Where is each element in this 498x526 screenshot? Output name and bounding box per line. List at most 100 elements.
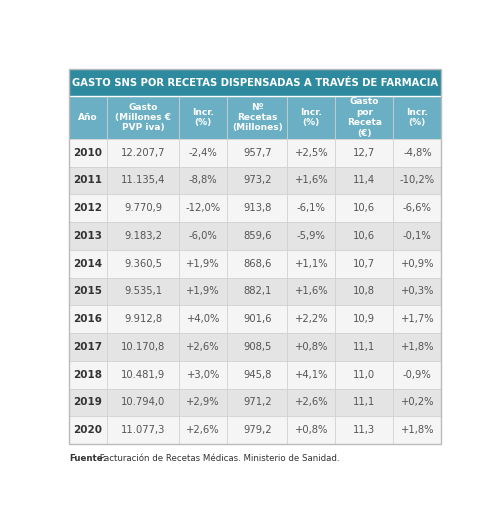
Text: 11,3: 11,3 bbox=[353, 425, 375, 435]
Bar bbox=[69, 416, 441, 444]
Text: -10,2%: -10,2% bbox=[400, 176, 435, 186]
Text: 2011: 2011 bbox=[73, 176, 103, 186]
Text: +1,7%: +1,7% bbox=[400, 314, 434, 324]
Text: Año: Año bbox=[78, 113, 98, 122]
Text: Gasto
(Millones €
PVP iva): Gasto (Millones € PVP iva) bbox=[115, 103, 171, 133]
Text: +1,9%: +1,9% bbox=[186, 287, 220, 297]
Text: Facturación de Recetas Médicas. Ministerio de Sanidad.: Facturación de Recetas Médicas. Minister… bbox=[98, 454, 340, 463]
Bar bbox=[179, 96, 227, 139]
Bar bbox=[69, 96, 107, 139]
Text: 859,6: 859,6 bbox=[243, 231, 271, 241]
Text: +1,8%: +1,8% bbox=[400, 425, 434, 435]
Text: +4,0%: +4,0% bbox=[187, 314, 220, 324]
Text: +1,6%: +1,6% bbox=[294, 176, 328, 186]
Text: 973,2: 973,2 bbox=[243, 176, 271, 186]
Text: +2,2%: +2,2% bbox=[294, 314, 328, 324]
Text: 979,2: 979,2 bbox=[243, 425, 271, 435]
Text: +4,1%: +4,1% bbox=[295, 370, 328, 380]
Bar bbox=[69, 305, 441, 333]
Text: -12,0%: -12,0% bbox=[186, 203, 221, 213]
Text: +1,9%: +1,9% bbox=[186, 259, 220, 269]
Text: +2,6%: +2,6% bbox=[186, 425, 220, 435]
Text: -4,8%: -4,8% bbox=[403, 148, 432, 158]
Text: +0,8%: +0,8% bbox=[295, 425, 328, 435]
Text: 11,4: 11,4 bbox=[353, 176, 375, 186]
Text: 9.360,5: 9.360,5 bbox=[124, 259, 162, 269]
Text: 2020: 2020 bbox=[73, 425, 103, 435]
Text: +1,8%: +1,8% bbox=[400, 342, 434, 352]
Text: 2015: 2015 bbox=[73, 287, 103, 297]
Text: Gasto
por
Receta
(€): Gasto por Receta (€) bbox=[347, 97, 382, 138]
Text: 2016: 2016 bbox=[73, 314, 103, 324]
Text: 945,8: 945,8 bbox=[243, 370, 271, 380]
Text: 9.535,1: 9.535,1 bbox=[124, 287, 162, 297]
Text: -6,1%: -6,1% bbox=[297, 203, 326, 213]
Text: 11,0: 11,0 bbox=[353, 370, 375, 380]
Text: +0,9%: +0,9% bbox=[400, 259, 434, 269]
Text: +2,9%: +2,9% bbox=[186, 398, 220, 408]
Bar bbox=[69, 389, 441, 416]
Bar bbox=[69, 222, 441, 250]
Text: 2017: 2017 bbox=[73, 342, 103, 352]
Text: -6,6%: -6,6% bbox=[403, 203, 432, 213]
Text: +1,6%: +1,6% bbox=[294, 287, 328, 297]
Text: +3,0%: +3,0% bbox=[187, 370, 220, 380]
Text: 11.135,4: 11.135,4 bbox=[121, 176, 165, 186]
Text: 971,2: 971,2 bbox=[243, 398, 271, 408]
Bar bbox=[69, 361, 441, 389]
Bar bbox=[69, 167, 441, 194]
Text: -6,0%: -6,0% bbox=[189, 231, 218, 241]
Text: Incr.
(%): Incr. (%) bbox=[192, 108, 214, 127]
Text: 10,7: 10,7 bbox=[353, 259, 375, 269]
Text: 2018: 2018 bbox=[73, 370, 103, 380]
Text: 2010: 2010 bbox=[73, 148, 103, 158]
Text: 913,8: 913,8 bbox=[243, 203, 271, 213]
Text: Nº
Recetas
(Millones): Nº Recetas (Millones) bbox=[232, 103, 283, 133]
Text: GASTO SNS POR RECETAS DISPENSADAS A TRAVÉS DE FARMACIA: GASTO SNS POR RECETAS DISPENSADAS A TRAV… bbox=[72, 78, 438, 88]
Bar bbox=[335, 96, 393, 139]
Text: 10.481,9: 10.481,9 bbox=[121, 370, 165, 380]
Bar bbox=[393, 96, 441, 139]
Text: 2013: 2013 bbox=[73, 231, 103, 241]
Text: Fuente:: Fuente: bbox=[69, 454, 106, 463]
Text: 2014: 2014 bbox=[73, 259, 103, 269]
Text: 901,6: 901,6 bbox=[243, 314, 271, 324]
Text: 882,1: 882,1 bbox=[243, 287, 271, 297]
Text: +0,3%: +0,3% bbox=[401, 287, 434, 297]
Bar bbox=[287, 96, 335, 139]
Bar bbox=[69, 194, 441, 222]
Text: 10,6: 10,6 bbox=[353, 231, 375, 241]
Text: -8,8%: -8,8% bbox=[189, 176, 218, 186]
Text: 11,1: 11,1 bbox=[353, 398, 375, 408]
Bar bbox=[107, 96, 179, 139]
Text: 10,8: 10,8 bbox=[354, 287, 375, 297]
Text: -0,9%: -0,9% bbox=[403, 370, 432, 380]
Text: Incr.
(%): Incr. (%) bbox=[300, 108, 322, 127]
Text: 10.170,8: 10.170,8 bbox=[121, 342, 165, 352]
Text: 10.794,0: 10.794,0 bbox=[121, 398, 165, 408]
Text: 2012: 2012 bbox=[73, 203, 103, 213]
Text: +0,2%: +0,2% bbox=[400, 398, 434, 408]
Bar bbox=[69, 250, 441, 278]
Text: +1,1%: +1,1% bbox=[294, 259, 328, 269]
Text: +2,5%: +2,5% bbox=[294, 148, 328, 158]
Text: 10,9: 10,9 bbox=[353, 314, 375, 324]
Text: +2,6%: +2,6% bbox=[186, 342, 220, 352]
Text: 908,5: 908,5 bbox=[243, 342, 271, 352]
Text: 9.770,9: 9.770,9 bbox=[124, 203, 162, 213]
Text: 12,7: 12,7 bbox=[353, 148, 375, 158]
Text: 2019: 2019 bbox=[74, 398, 103, 408]
Text: +0,8%: +0,8% bbox=[295, 342, 328, 352]
Bar bbox=[69, 69, 441, 96]
Text: -0,1%: -0,1% bbox=[403, 231, 432, 241]
Text: 9.912,8: 9.912,8 bbox=[124, 314, 162, 324]
Bar bbox=[69, 139, 441, 167]
Text: 9.183,2: 9.183,2 bbox=[124, 231, 162, 241]
Text: -5,9%: -5,9% bbox=[297, 231, 326, 241]
Text: 11.077,3: 11.077,3 bbox=[121, 425, 165, 435]
Text: 957,7: 957,7 bbox=[243, 148, 271, 158]
Text: 11,1: 11,1 bbox=[353, 342, 375, 352]
Text: -2,4%: -2,4% bbox=[189, 148, 218, 158]
Bar bbox=[227, 96, 287, 139]
Bar bbox=[69, 333, 441, 361]
